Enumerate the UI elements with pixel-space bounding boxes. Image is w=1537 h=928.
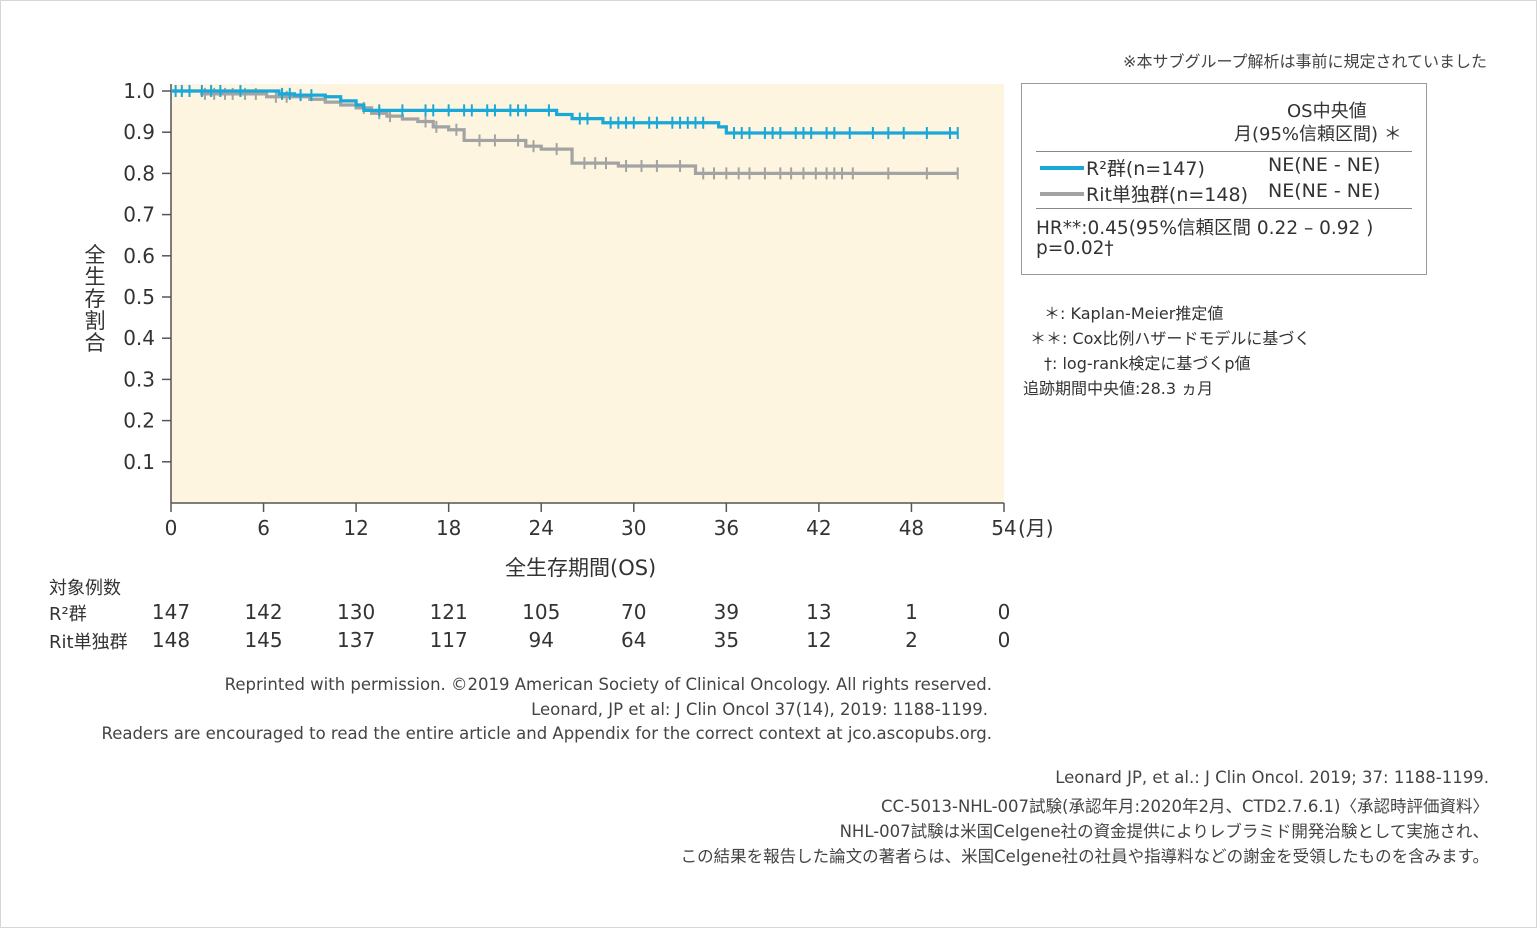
y-tick-label: 0.9: [123, 120, 155, 144]
at-risk-value-rit: 2: [905, 628, 918, 652]
y-tick-label: 0.8: [123, 161, 155, 185]
at-risk-value-rit: 145: [244, 628, 283, 652]
plot-area: [171, 84, 1004, 503]
at-risk-value-rit: 12: [806, 628, 832, 652]
at-risk-value-r2: 1: [905, 600, 918, 624]
legend-hr: HR**:0.45(95%信頼区間 0.22 – 0.92 ): [1036, 218, 1374, 239]
legend-p-value: p=0.02†: [1036, 238, 1114, 259]
x-tick-label: 42: [806, 516, 831, 540]
x-tick-label: 30: [621, 516, 646, 540]
at-risk-value-r2: 142: [244, 600, 283, 624]
x-tick-label: 6: [257, 516, 270, 540]
citation-line4: この結果を報告した論文の著者らは、米国Celgene社の社員や指導料などの謝金を…: [680, 847, 1489, 866]
at-risk-value-r2: 70: [621, 600, 647, 624]
at-risk-label-r2: R²群: [49, 604, 87, 625]
at-risk-value-rit: 64: [621, 628, 647, 652]
citation-line3: NHL-007試験は米国Celgene社の資金提供によりレブラミド開発治験として…: [839, 822, 1489, 841]
x-axis-label: 全生存期間(OS): [505, 556, 657, 580]
legend-header-line1: OS中央値: [1287, 101, 1367, 122]
series-line-r2: [171, 89, 958, 135]
legend-header-line2: 月(95%信頼区間) ＊: [1234, 124, 1402, 145]
y-tick-label: 0.7: [123, 203, 155, 227]
x-tick-label: 54: [991, 516, 1016, 540]
legend-divider-bottom: [1036, 208, 1412, 209]
legend-value-rit: NE(NE - NE): [1268, 180, 1381, 202]
x-tick-label: 18: [436, 516, 461, 540]
at-risk-value-rit: 35: [713, 628, 740, 652]
reprint-line2: Leonard, JP et al: J Clin Oncol 37(14), …: [531, 700, 988, 719]
at-risk-value-rit: 0: [997, 628, 1011, 652]
at-risk-value-r2: 105: [522, 600, 561, 624]
at-risk-value-rit: 137: [337, 628, 376, 652]
legend-label-r2: R²群(n=147): [1086, 158, 1205, 180]
y-tick-label: 0.6: [123, 244, 155, 268]
x-unit-label: (月): [1018, 516, 1054, 540]
x-tick-label: 24: [528, 516, 553, 540]
citation-line1: Leonard JP, et al.: J Clin Oncol. 2019; …: [1055, 768, 1489, 787]
footnote-followup: 追跡期間中央値:28.3 ヵ月: [1023, 379, 1214, 398]
at-risk-value-r2: 39: [713, 600, 740, 624]
reprint-line3: Readers are encouraged to read the entir…: [101, 724, 992, 743]
footnote-cox: ＊＊: Cox比例ハザードモデルに基づく: [1030, 329, 1311, 348]
legend-value-r2: NE(NE - NE): [1268, 154, 1381, 176]
y-tick-label: 0.3: [123, 367, 155, 391]
footnote-logrank: †: log-rank検定に基づくp値: [1044, 354, 1251, 373]
at-risk-value-rit: 117: [429, 628, 468, 652]
x-tick-label: 12: [343, 516, 368, 540]
y-tick-label: 0.4: [123, 326, 155, 350]
reprint-line1: Reprinted with permission. ©2019 America…: [224, 675, 992, 694]
legend-swatch-r2: [1040, 166, 1084, 170]
at-risk-value-r2: 121: [429, 600, 468, 624]
legend-label-rit: Rit単独群(n=148): [1086, 184, 1248, 206]
at-risk-value-rit: 94: [528, 628, 554, 652]
at-risk-value-r2: 13: [806, 600, 832, 624]
legend-box: OS中央値 月(95%信頼区間) ＊ R²群(n=147) NE(NE - NE…: [1021, 83, 1427, 275]
y-tick-label: 0.5: [123, 285, 155, 309]
legend-swatch-rit: [1040, 192, 1084, 196]
y-axis-label: 全生存割合: [84, 243, 106, 355]
x-tick-label: 0: [165, 516, 178, 540]
citation-line2: CC-5013-NHL-007試験(承認年月:2020年2月、CTD2.7.6.…: [881, 797, 1489, 816]
top-note: ※本サブグループ解析は事前に規定されていました: [1123, 52, 1487, 71]
legend-divider-top: [1036, 151, 1412, 152]
y-tick-label: 0.1: [123, 450, 155, 474]
at-risk-label-rit: Rit単独群: [49, 632, 128, 653]
x-tick-label: 48: [899, 516, 924, 540]
footnote-km: ＊: Kaplan-Meier推定値: [1044, 304, 1224, 323]
at-risk-value-rit: 148: [151, 628, 191, 652]
at-risk-value-r2: 0: [997, 600, 1011, 624]
at-risk-title: 対象例数: [49, 578, 121, 599]
at-risk-value-r2: 147: [151, 600, 191, 624]
y-tick-label: 0.2: [123, 409, 155, 433]
at-risk-value-r2: 130: [337, 600, 376, 624]
y-tick-label: 1.0: [123, 79, 155, 103]
x-tick-label: 36: [714, 516, 739, 540]
